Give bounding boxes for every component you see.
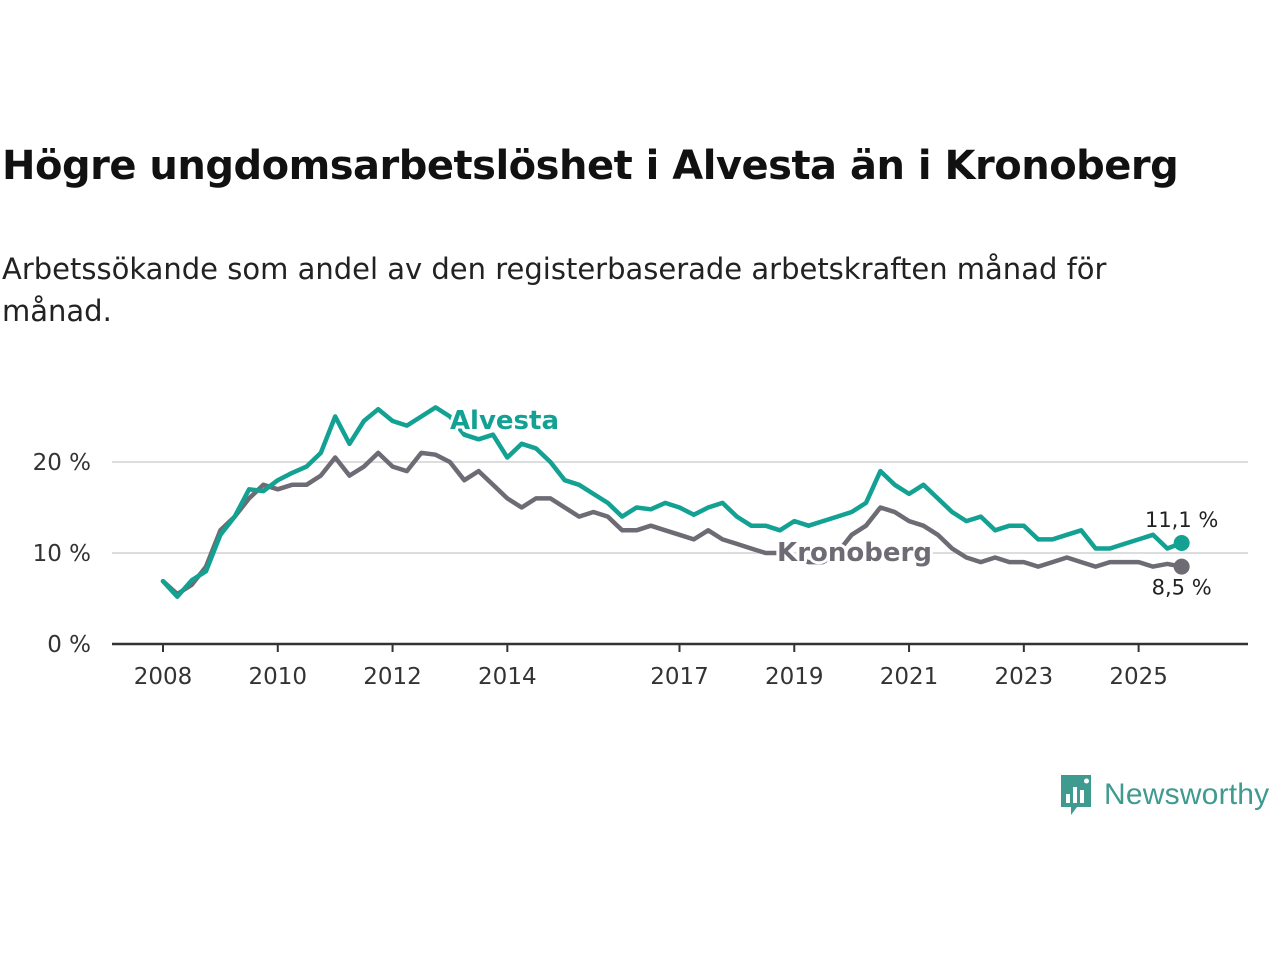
x-tick-label: 2014 bbox=[478, 664, 537, 690]
x-tick-label: 2019 bbox=[765, 664, 824, 690]
end-label-alvesta: 11,1 % bbox=[1145, 508, 1218, 532]
end-point-alvesta bbox=[1173, 534, 1190, 551]
x-tick-label: 2023 bbox=[995, 664, 1054, 690]
series-label-alvesta: Alvesta bbox=[450, 406, 559, 436]
axes: 0 % 10 % 20 % 2008 2010 2012 2014 2017 2019 2021 2… bbox=[33, 450, 1248, 690]
chart-labels: Alvesta Kronoberg 11,1 % 8,5 % bbox=[447, 403, 1218, 600]
newsworthy-logo-icon bbox=[1061, 775, 1091, 815]
series-line-kronoberg bbox=[160, 450, 1184, 597]
series-line-alvesta bbox=[160, 405, 1184, 599]
end-label-kronoberg: 8,5 % bbox=[1152, 576, 1212, 600]
x-tick-label: 2025 bbox=[1109, 664, 1168, 690]
x-tick-label: 2017 bbox=[650, 664, 709, 690]
y-tick-label: 0 % bbox=[47, 632, 91, 658]
series-label-kronoberg: Kronoberg bbox=[777, 538, 932, 568]
x-tick-label: 2010 bbox=[249, 664, 308, 690]
chart-title: Högre ungdomsarbetslöshet i Alvesta än i… bbox=[2, 143, 1179, 189]
x-tick-label: 2021 bbox=[880, 664, 939, 690]
chart-subtitle: Arbetssökande som andel av den registerb… bbox=[2, 252, 1107, 328]
y-tick-label: 10 % bbox=[33, 541, 91, 567]
gridlines bbox=[112, 461, 1248, 554]
end-point-kronoberg bbox=[1173, 558, 1190, 575]
brand-logo: Newsworthy bbox=[1058, 772, 1269, 818]
x-tick-label: 2012 bbox=[363, 664, 422, 690]
y-tick-label: 20 % bbox=[33, 450, 91, 476]
x-tick-label: 2008 bbox=[134, 664, 193, 690]
series-lines bbox=[160, 405, 1190, 599]
brand-name: Newsworthy bbox=[1104, 778, 1270, 811]
